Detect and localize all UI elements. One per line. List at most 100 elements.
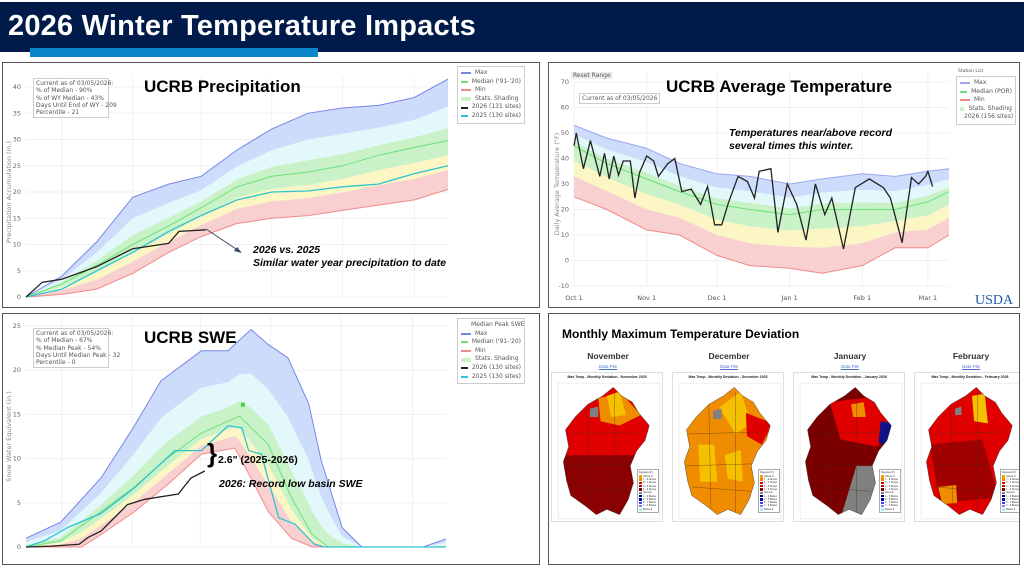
- legend-item[interactable]: Max: [960, 79, 1012, 88]
- map-title: Max Temp - Monthly Deviation - November …: [567, 375, 647, 379]
- y-tick-label: 30: [561, 180, 569, 188]
- map-card-february: February Data File Max Temp - Monthly De…: [914, 342, 1019, 522]
- y-tick-label: 25: [13, 322, 21, 330]
- basin-map: [678, 382, 782, 520]
- temperature-deviation-maps-panel: Monthly Maximum Temperature Deviation No…: [548, 313, 1020, 565]
- legend-swatch: [881, 494, 884, 498]
- data-file-link[interactable]: Data File: [719, 364, 738, 369]
- legend-item[interactable]: Median Peak SWE: [461, 321, 524, 330]
- map-legend-item: 3 - 5 Below: [881, 498, 899, 501]
- legend-label: 7 - 9 Below: [643, 504, 656, 508]
- map-legend-item: 3 - 5 Above: [1002, 485, 1019, 488]
- legend-item[interactable]: 2026 (130 sites): [461, 364, 521, 373]
- data-file-link[interactable]: Data File: [961, 364, 980, 369]
- legend-item[interactable]: 2025 (130 sites): [461, 373, 521, 382]
- legend-swatch: [760, 481, 763, 485]
- legend-item[interactable]: Median ('91-'20): [461, 78, 521, 87]
- legend-label: 3 - 5 Above: [885, 484, 899, 488]
- y-tick-label: 0: [565, 257, 569, 265]
- map-legend-item: 1 - 3 Below: [760, 495, 778, 498]
- legend-label: 5 - 7 Above: [885, 481, 899, 485]
- map-frame: [920, 382, 1019, 520]
- legend-swatch: [881, 481, 884, 485]
- legend-label: Min: [974, 96, 985, 104]
- legend-swatch: [760, 501, 763, 504]
- map-legend-item: 3 - 5 Above: [639, 485, 657, 488]
- y-tick-label: 10: [561, 231, 569, 239]
- sub-basin-boundaries: [806, 391, 883, 514]
- legend-label: 1 - 3 Below: [764, 494, 777, 498]
- legend-swatch: [1002, 504, 1005, 508]
- legend-swatch: [639, 481, 642, 485]
- legend-item[interactable]: 2026 (131 sites): [461, 103, 521, 112]
- legend-item[interactable]: Min: [461, 86, 521, 95]
- map-region-patch: [713, 408, 722, 420]
- map-legend-title: Degrees (F): [760, 471, 774, 475]
- legend-label: Above 9: [643, 474, 653, 478]
- legend-item[interactable]: Median (POR): [960, 88, 1012, 97]
- slide-title: 2026 Winter Temperature Impacts: [8, 10, 476, 42]
- reset-range-button[interactable]: Reset Range: [571, 72, 613, 79]
- chart-info-box: Current as of 03/05/2026:% of Median - 6…: [33, 328, 120, 369]
- map-region-patch: [829, 396, 892, 447]
- legend-item[interactable]: 2026 (156 sites): [960, 113, 1013, 122]
- legend-item[interactable]: Stats. Shading: [960, 105, 1012, 114]
- legend-swatch: [639, 501, 642, 504]
- info-line: % of Median - 90%: [36, 87, 93, 95]
- stats-shading-band-min: [574, 176, 949, 274]
- series-line-2026-156-sites: [573, 132, 934, 250]
- legend-label: 1 - 3 Above: [643, 487, 657, 491]
- legend-item[interactable]: Stats. Shading: [461, 355, 521, 364]
- info-line: % Median Peak - 54%: [36, 344, 101, 352]
- series-line-median-91-20: [25, 140, 449, 298]
- legend-item[interactable]: Stats. Shading: [461, 95, 521, 104]
- legend-label: 5 - 7 Below: [643, 501, 656, 505]
- legend-swatch: [960, 99, 970, 102]
- legend-item[interactable]: 2025 (130 sites): [461, 112, 521, 121]
- map-legend-item: 5 - 7 Below: [881, 501, 899, 504]
- map-title: Max Temp - Monthly Deviation - February …: [931, 375, 1009, 379]
- series-line-2026-131-sites: [25, 229, 206, 298]
- legend-label: Max: [475, 329, 488, 337]
- legend-swatch: [881, 504, 884, 508]
- legend-label: Above 9: [764, 474, 774, 478]
- map-card-december: December Data File Max Temp - Monthly De…: [672, 342, 786, 522]
- basin-outline: [805, 387, 892, 515]
- legend-label: 7 - 9 Below: [885, 504, 898, 508]
- y-tick-label: 20: [13, 366, 21, 374]
- legend-label: 3 - 5 Below: [643, 497, 656, 501]
- legend-swatch: [881, 498, 884, 501]
- legend-item[interactable]: Max: [461, 330, 521, 339]
- data-file-link[interactable]: Data File: [598, 364, 617, 369]
- map-month-label: December: [708, 351, 750, 361]
- map-legend-item: Normal: [639, 491, 657, 494]
- legend-swatch: [1002, 494, 1005, 498]
- y-tick-label: 10: [13, 241, 21, 249]
- map-legend-item: 3 - 5 Below: [1002, 498, 1019, 501]
- legend-label: Min: [475, 86, 486, 94]
- legend-label: 7 - 9 Below: [764, 504, 777, 508]
- legend-label: 2026 (130 sites): [471, 363, 521, 371]
- map-legend-item: 1 - 3 Above: [760, 488, 778, 491]
- legend-label: 3 - 5 Below: [885, 497, 898, 501]
- legend-swatch: [461, 375, 468, 378]
- data-file-link[interactable]: Data File: [840, 364, 859, 369]
- x-tick-label: Jan 1: [781, 294, 798, 302]
- map-legend-item: Below 9: [639, 508, 657, 511]
- sub-basin-boundaries: [564, 391, 641, 514]
- info-line: Percentile - 0: [36, 359, 76, 367]
- legend-item[interactable]: Min: [461, 347, 521, 356]
- legend-swatch: [461, 80, 468, 83]
- map-month-label: November: [587, 351, 629, 361]
- x-tick-label: Feb 1: [853, 294, 871, 302]
- legend-item[interactable]: Min: [960, 96, 1012, 105]
- legend-label: 1 - 3 Above: [764, 487, 778, 491]
- legend-item[interactable]: Median ('91-'20): [461, 338, 521, 347]
- map-legend-item: Below 9: [1002, 508, 1019, 511]
- legend-label: 3 - 5 Above: [643, 484, 657, 488]
- legend-item[interactable]: Max: [461, 69, 521, 78]
- series-line-min: [26, 447, 446, 548]
- map-legend-item: 7 - 9 Above: [760, 478, 778, 481]
